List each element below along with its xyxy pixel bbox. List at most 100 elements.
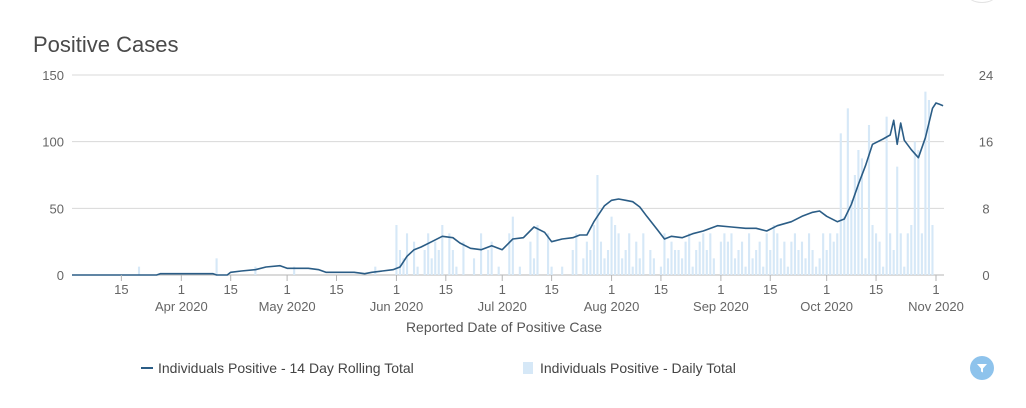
x-tick-label: 1 [284,282,291,297]
daily-total-bar [843,216,846,275]
daily-total-bar [853,175,856,275]
daily-total-bar [913,141,916,275]
daily-total-bar [825,250,828,275]
daily-total-bar [480,233,483,275]
daily-total-bar [783,241,786,275]
y-left-tick-label: 50 [50,201,64,216]
daily-total-bar [596,175,599,275]
x-tick-label: 15 [869,282,883,297]
daily-total-bar [462,241,465,275]
daily-total-bar [487,250,490,275]
daily-total-bar [441,225,444,275]
daily-total-bar [585,241,588,275]
daily-total-bar [864,258,867,275]
y-right-tick-label: 8 [982,201,989,216]
daily-total-bar [518,266,521,275]
filter-button[interactable] [970,356,994,380]
y-right-tick-label: 0 [982,268,989,283]
daily-total-bar [815,266,818,275]
daily-total-bar [536,225,539,275]
legend-item-daily-total[interactable]: Individuals Positive - Daily Total [523,358,736,378]
x-month-label: Oct 2020 [800,299,853,314]
daily-total-bar [642,233,645,275]
daily-total-bar [434,241,437,275]
daily-total-bar [698,241,701,275]
x-month-label: Aug 2020 [584,299,640,314]
legend-bar-swatch [523,362,533,374]
daily-total-bar [497,266,500,275]
daily-total-bar [215,258,218,275]
daily-total-bar [730,233,733,275]
daily-total-bar [829,233,832,275]
daily-total-bar [832,241,835,275]
daily-total-bar [254,266,257,275]
x-month-label: Jul 2020 [478,299,527,314]
daily-total-bar [786,266,789,275]
daily-total-bar [547,233,550,275]
daily-total-bar [529,241,532,275]
daily-total-bar [776,233,779,275]
daily-total-bar [575,233,578,275]
x-axis-title: Reported Date of Positive Case [406,319,602,335]
daily-total-bar [744,266,747,275]
daily-total-bar [695,250,698,275]
daily-total-bars [137,91,934,276]
daily-total-bar [374,266,377,275]
chart-title: Positive Cases [33,32,179,57]
daily-total-bar [532,258,536,275]
daily-total-bar [748,233,751,275]
daily-total-bar [666,258,670,275]
daily-total-bar [451,250,454,275]
daily-total-bar [617,233,620,275]
legend-line-swatch [141,367,153,369]
x-month-label: May 2020 [259,299,316,314]
daily-total-bar [395,225,398,275]
daily-total-bar [906,233,909,275]
daily-total-bar [673,250,677,275]
x-month-label: Sep 2020 [693,299,749,314]
daily-total-bar [427,233,430,275]
daily-total-bar [508,233,511,275]
x-tick-label: 1 [717,282,724,297]
legend-item-rolling-total[interactable]: Individuals Positive - 14 Day Rolling To… [141,358,414,378]
x-tick-label: 15 [654,282,668,297]
daily-total-bar [719,241,722,275]
x-tick-label: 15 [223,282,237,297]
daily-total-bar [733,258,737,275]
daily-total-bar [737,250,740,275]
daily-total-bar [811,250,814,275]
daily-total-bar [455,266,458,275]
daily-total-bar [892,250,895,275]
daily-total-bar [860,158,864,275]
daily-total-bar [603,258,606,275]
x-tick-label: 1 [393,282,400,297]
daily-total-bar [867,125,871,275]
daily-total-bar [293,266,296,275]
daily-total-bar [670,241,673,275]
daily-total-bar [857,150,860,275]
daily-total-bar [878,241,881,275]
daily-total-bar [836,233,839,275]
daily-total-bar [652,258,655,275]
daily-total-bar [705,250,708,275]
daily-total-bar [927,100,931,275]
x-tick-label: 1 [178,282,185,297]
daily-total-bar [702,233,705,275]
daily-total-bar [635,241,638,275]
daily-total-bar [758,241,761,275]
daily-total-bar [437,250,440,275]
daily-total-bar [889,233,892,275]
daily-total-bar [589,250,592,275]
daily-total-bar [402,258,405,275]
y-right-tick-label: 16 [979,135,993,150]
daily-total-bar [846,108,849,275]
daily-total-bar [779,258,782,275]
daily-total-bar [561,266,564,275]
rolling-total-line [72,102,944,276]
daily-total-bar [610,216,613,275]
x-tick-label: 1 [608,282,615,297]
daily-total-bar [624,250,627,275]
daily-total-bar [606,250,610,275]
daily-total-bar [511,216,514,275]
